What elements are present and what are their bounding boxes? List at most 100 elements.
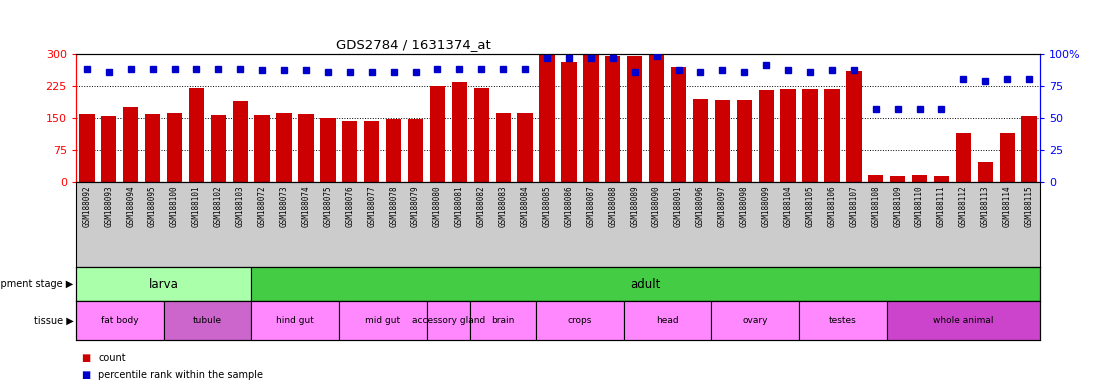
Bar [251, 301, 339, 340]
Bar [470, 301, 536, 340]
Text: GSM188085: GSM188085 [542, 185, 551, 227]
Text: tissue ▶: tissue ▶ [33, 316, 74, 326]
Bar [426, 301, 470, 340]
Text: GSM188111: GSM188111 [937, 185, 946, 227]
Bar [145, 114, 161, 182]
Bar [277, 113, 291, 182]
Text: GSM188087: GSM188087 [586, 185, 595, 227]
Bar [539, 54, 555, 182]
Bar [759, 90, 773, 182]
Bar [189, 88, 204, 182]
Bar [711, 301, 799, 340]
Bar [251, 267, 1040, 301]
Text: GSM188090: GSM188090 [652, 185, 661, 227]
Text: GSM188101: GSM188101 [192, 185, 201, 227]
Text: testes: testes [829, 316, 857, 325]
Text: GSM188107: GSM188107 [849, 185, 858, 227]
Bar [166, 113, 182, 182]
Bar [624, 301, 711, 340]
Bar [799, 301, 887, 340]
Text: GSM188088: GSM188088 [608, 185, 617, 227]
Bar [868, 175, 884, 182]
Bar [320, 118, 336, 182]
Text: GSM188077: GSM188077 [367, 185, 376, 227]
Bar [1021, 116, 1037, 182]
Text: GSM188075: GSM188075 [324, 185, 333, 227]
Bar [1000, 133, 1014, 182]
Bar [605, 56, 620, 182]
Bar [889, 176, 905, 182]
Text: development stage ▶: development stage ▶ [0, 279, 74, 289]
Text: GSM188073: GSM188073 [280, 185, 289, 227]
Bar [430, 86, 445, 182]
Text: GSM188074: GSM188074 [301, 185, 310, 227]
Bar [407, 119, 423, 182]
Bar [714, 99, 730, 182]
Text: GSM188103: GSM188103 [235, 185, 244, 227]
Bar [846, 71, 862, 182]
Bar [211, 115, 227, 182]
Bar [978, 162, 993, 182]
Text: GSM188083: GSM188083 [499, 185, 508, 227]
Text: mid gut: mid gut [365, 316, 401, 325]
Text: GSM188096: GSM188096 [696, 185, 705, 227]
Bar [164, 301, 251, 340]
Bar [496, 113, 511, 182]
Bar [912, 175, 927, 182]
Text: percentile rank within the sample: percentile rank within the sample [98, 370, 263, 381]
Text: brain: brain [491, 316, 514, 325]
Bar [518, 113, 532, 182]
Bar [364, 121, 379, 182]
Text: GSM188115: GSM188115 [1024, 185, 1033, 227]
Text: GSM188081: GSM188081 [455, 185, 464, 227]
Text: GSM188112: GSM188112 [959, 185, 968, 227]
Bar [693, 99, 709, 182]
Bar [452, 82, 468, 182]
Bar [102, 116, 116, 182]
Text: GSM188109: GSM188109 [893, 185, 902, 227]
Text: GSM188108: GSM188108 [872, 185, 881, 227]
Bar [802, 89, 818, 182]
Text: GSM188106: GSM188106 [827, 185, 836, 227]
Bar [536, 301, 624, 340]
Bar [254, 115, 270, 182]
Text: GSM188078: GSM188078 [389, 185, 398, 227]
Text: tubule: tubule [193, 316, 222, 325]
Text: GSM188076: GSM188076 [345, 185, 354, 227]
Text: GSM188091: GSM188091 [674, 185, 683, 227]
Text: adult: adult [631, 278, 661, 291]
Text: GSM188093: GSM188093 [104, 185, 113, 227]
Bar [386, 119, 402, 182]
Text: GSM188110: GSM188110 [915, 185, 924, 227]
Text: GSM188097: GSM188097 [718, 185, 727, 227]
Bar [627, 56, 643, 182]
Bar [825, 89, 839, 182]
Text: GSM188099: GSM188099 [762, 185, 771, 227]
Text: GDS2784 / 1631374_at: GDS2784 / 1631374_at [336, 38, 491, 51]
Text: ■: ■ [81, 353, 90, 363]
Text: GSM188086: GSM188086 [565, 185, 574, 227]
Text: count: count [98, 353, 126, 363]
Bar [123, 108, 138, 182]
Text: GSM188094: GSM188094 [126, 185, 135, 227]
Bar [780, 89, 796, 182]
Bar [76, 301, 164, 340]
Text: GSM188113: GSM188113 [981, 185, 990, 227]
Bar [934, 175, 950, 182]
Bar [648, 54, 664, 182]
Text: GSM188084: GSM188084 [521, 185, 530, 227]
Bar [887, 301, 1040, 340]
Text: GSM188104: GSM188104 [783, 185, 792, 227]
Text: larva: larva [148, 278, 179, 291]
Bar [343, 121, 357, 182]
Text: hind gut: hind gut [276, 316, 314, 325]
Text: GSM188095: GSM188095 [148, 185, 157, 227]
Text: whole animal: whole animal [933, 316, 993, 325]
Text: fat body: fat body [100, 316, 138, 325]
Text: ■: ■ [81, 370, 90, 381]
Bar [339, 301, 426, 340]
Text: head: head [656, 316, 679, 325]
Text: GSM188072: GSM188072 [258, 185, 267, 227]
Bar [561, 62, 577, 182]
Bar [955, 133, 971, 182]
